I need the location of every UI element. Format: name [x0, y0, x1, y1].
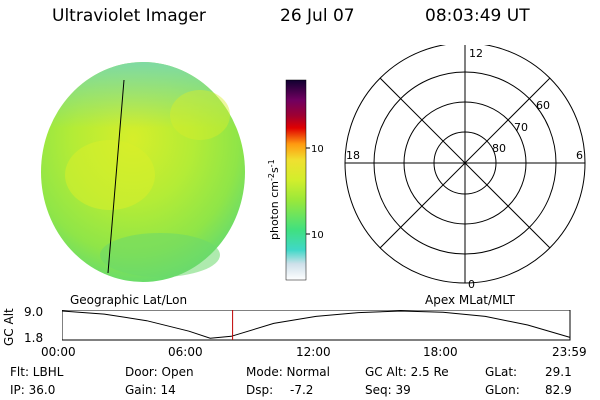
colorbar-unit-label: photon cm-2s-1 [267, 159, 281, 240]
status-door: Door: Open [125, 365, 194, 379]
xtick-1: 06:00 [168, 345, 203, 359]
status-gcalt: GC Alt: 2.5 Re [365, 365, 449, 379]
header-date: 26 Jul 07 [280, 6, 355, 26]
polar-ring-label-80: 80 [492, 142, 506, 155]
xtick-0: 00:00 [41, 345, 76, 359]
alt-axis-label: GC Alt [2, 308, 16, 346]
colorbar-tick-100: 100 [311, 144, 324, 155]
colorbar-scale [285, 79, 307, 281]
polar-label-6: 6 [576, 149, 583, 162]
status-glat-value: 29.1 [545, 365, 572, 379]
status-seq: Seq: 39 [365, 383, 411, 397]
alt-ymin: 1.8 [24, 331, 44, 345]
status-glon-label: GLon: [485, 383, 520, 397]
status-dsp-label: Dsp: [246, 383, 274, 397]
green-patch [100, 233, 220, 277]
status-ip: IP: 36.0 [10, 383, 56, 397]
status-mode: Mode: Normal [246, 365, 330, 379]
uv-earth-image [41, 62, 245, 282]
status-glon-value: 82.9 [545, 383, 572, 397]
polar-label-0: 0 [468, 278, 475, 290]
polar-ring-label-60: 60 [536, 99, 550, 112]
bright-patch [170, 90, 230, 140]
polar-label-12: 12 [469, 47, 483, 60]
altitude-series-line [62, 310, 571, 339]
apex-label: Apex MLat/MLT [425, 293, 515, 307]
xtick-2: 12:00 [296, 345, 331, 359]
polar-plot: 12 0 18 6 60 70 80 [344, 45, 586, 290]
altitude-plot-frame [62, 310, 571, 341]
geographic-label: Geographic Lat/Lon [70, 293, 188, 307]
alt-ymax: 9.0 [24, 305, 44, 319]
xtick-4: 23:59 [552, 345, 587, 359]
altitude-plot [62, 310, 571, 341]
status-dsp-value: -7.2 [290, 383, 314, 397]
terminator-line [107, 79, 125, 274]
status-glat-label: GLat: [485, 365, 518, 379]
polar-ring-label-70: 70 [514, 121, 528, 134]
header-time: 08:03:49 UT [425, 6, 530, 26]
colorbar: 100 10 photon cm-2s-1 [267, 79, 324, 281]
bright-patch [65, 140, 155, 210]
xtick-3: 18:00 [423, 345, 458, 359]
status-filter: Flt: LBHL [10, 365, 64, 379]
app-title: Ultraviolet Imager [52, 6, 206, 26]
status-gain: Gain: 14 [125, 383, 176, 397]
polar-label-18: 18 [346, 149, 360, 162]
colorbar-tick-10: 10 [311, 230, 324, 241]
